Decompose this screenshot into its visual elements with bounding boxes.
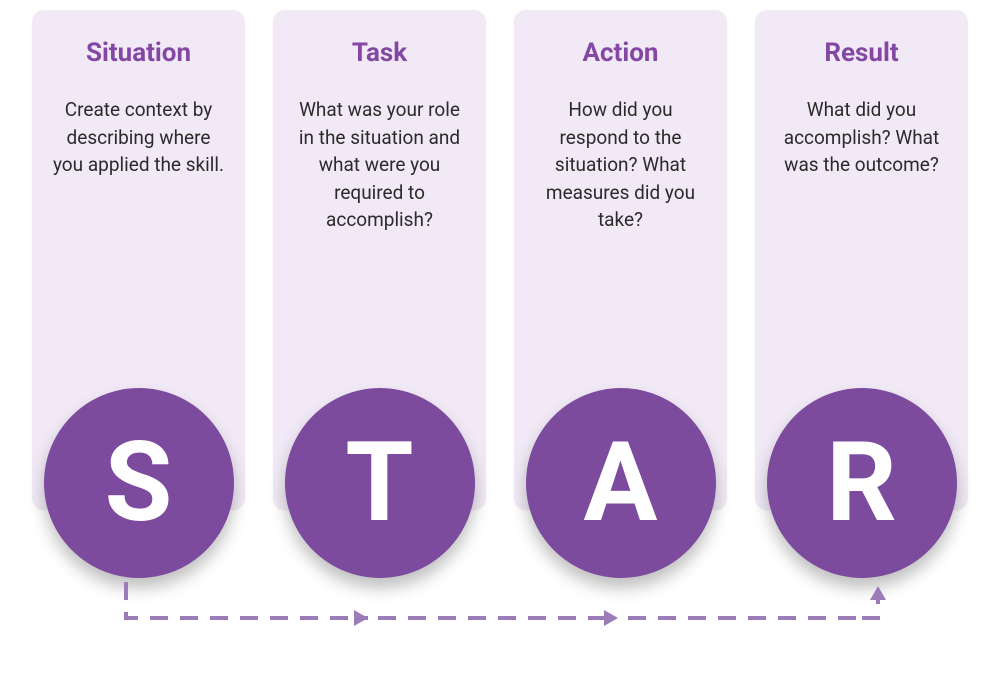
circle-row: S T A R (32, 388, 968, 578)
card-desc: What did you accomplish? What was the ou… (775, 96, 948, 179)
card-desc: Create context by describing where you a… (52, 96, 225, 179)
circle-wrap: T (273, 388, 486, 578)
letter-circle-t: T (285, 388, 475, 578)
card-desc: How did you respond to the situation? Wh… (534, 96, 707, 234)
card-title: Result (775, 38, 948, 68)
card-title: Situation (52, 38, 225, 68)
card-title: Task (293, 38, 466, 68)
circle-wrap: A (514, 388, 727, 578)
flow-arrow (108, 582, 898, 642)
letter: A (584, 428, 658, 538)
letter: S (105, 428, 173, 538)
circle-wrap: R (755, 388, 968, 578)
circle-wrap: S (32, 388, 245, 578)
letter-circle-s: S (44, 388, 234, 578)
card-title: Action (534, 38, 707, 68)
letter: R (826, 428, 896, 538)
letter: T (345, 428, 413, 538)
letter-circle-a: A (526, 388, 716, 578)
letter-circle-r: R (767, 388, 957, 578)
card-desc: What was your role in the situation and … (293, 96, 466, 234)
